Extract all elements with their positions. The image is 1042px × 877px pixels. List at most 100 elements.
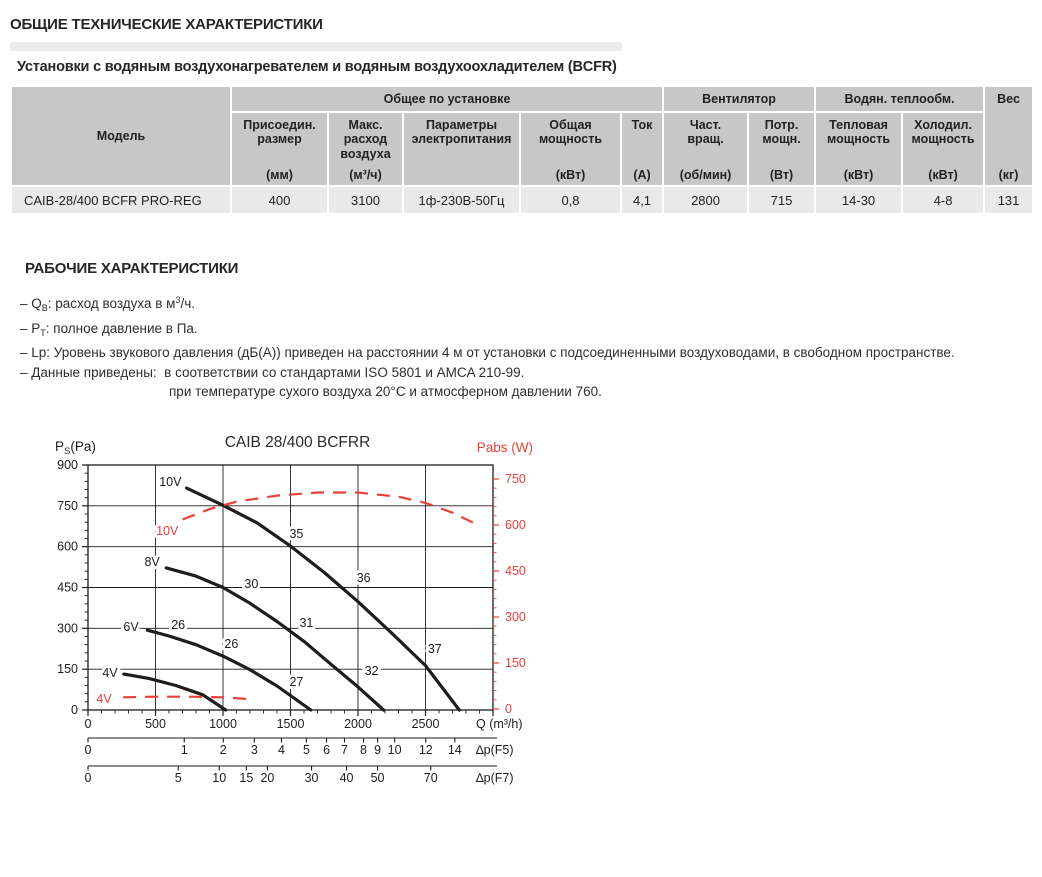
left-tick-label: 600 xyxy=(57,540,78,554)
sub-axis-tick-label: 50 xyxy=(371,771,385,785)
sub-axis-tick-label: 4 xyxy=(278,743,285,757)
sub-axis-label: ∆p(F5) xyxy=(476,743,514,757)
noise-label: 27 xyxy=(289,675,303,689)
power-curve-10v xyxy=(182,491,474,524)
right-tick-label: 450 xyxy=(505,564,526,578)
sub-axis-tick-label: 9 xyxy=(374,743,381,757)
sub-axis-tick-label: 14 xyxy=(448,743,462,757)
note-line: – QВ: расход воздуха в м3/ч. xyxy=(20,295,196,313)
cell-current: 4,1 xyxy=(622,187,663,213)
note-line: – Lp: Уровень звукового давления (дБ(А))… xyxy=(20,345,955,360)
performance-section-title: РАБОЧИЕ ХАРАКТЕРИСТИКИ xyxy=(25,260,239,277)
cell-max-airflow: 3100 xyxy=(329,187,402,213)
sub-axis-tick-label: 0 xyxy=(85,743,92,757)
x-tick-label: 1000 xyxy=(209,717,237,731)
col-header-connection-size: Присоедин. размер (мм) xyxy=(232,113,327,185)
speed-label-4v: 4V xyxy=(96,692,112,706)
left-axis-label: PS(Pa) xyxy=(55,439,96,457)
speed-label-10v: 10V xyxy=(156,524,179,538)
pressure-curve-4v xyxy=(122,672,228,712)
chart-title: CAIB 28/400 BCFRR xyxy=(225,434,371,451)
right-axis-label: Pabs (W) xyxy=(477,440,533,455)
right-tick-label: 150 xyxy=(505,656,526,670)
pressure-curve-6v xyxy=(145,628,313,712)
speed-label-8v: 8V xyxy=(144,555,160,569)
noise-label: 37 xyxy=(428,642,442,656)
speed-label-6v: 6V xyxy=(123,620,139,634)
col-header-weight: Вес (кг) xyxy=(985,87,1033,185)
performance-notes: – QВ: расход воздуха в м3/ч. – PТ: полное… xyxy=(20,291,1030,402)
noise-label: 37 xyxy=(428,642,442,656)
sub-axis-tick-label: 3 xyxy=(251,743,258,757)
pressure-curve-8v xyxy=(164,566,386,712)
x-tick-label: 1500 xyxy=(277,717,305,731)
left-tick-label: 0 xyxy=(71,703,78,717)
col-header-consumed-power: Потр. мощн. (Вт) xyxy=(749,113,815,185)
left-tick-label: 750 xyxy=(57,499,78,513)
sub-axis-tick-label: 8 xyxy=(360,743,367,757)
speed-label-6v: 6V xyxy=(123,620,139,634)
cell-power-supply: 1ф-230В-50Гц xyxy=(404,187,519,213)
speed-label-10v: 10V xyxy=(159,475,182,489)
x-tick-label: 0 xyxy=(85,717,92,731)
note-line: – PТ: полное давление в Па. xyxy=(20,320,198,338)
col-header-max-airflow: Макс. расход воздуха (м³/ч) xyxy=(329,113,402,185)
noise-label: 26 xyxy=(224,637,238,651)
cell-model: CAIB-28/400 BCFR PRO-REG xyxy=(12,187,230,213)
x-axis-label: Q (m³/h) xyxy=(476,717,523,731)
right-tick-label: 600 xyxy=(505,518,526,532)
col-header-current: Ток (А) xyxy=(622,113,663,185)
sub-axis-tick-label: 12 xyxy=(419,743,433,757)
sub-axis-tick-label: 70 xyxy=(424,771,438,785)
table-section-subtitle: Установки с водяным воздухонагревателем … xyxy=(17,59,617,75)
left-tick-label: 150 xyxy=(57,662,78,676)
performance-chart: 0 500 1000 1500 2000 2500 Q (m³/h) 0 150 300 450 60… xyxy=(30,425,550,805)
noise-label: 36 xyxy=(357,571,371,585)
sub-axis-label: ∆p(F7) xyxy=(476,771,514,785)
x-tick-label: 2500 xyxy=(412,717,440,731)
noise-label: 26 xyxy=(171,618,185,632)
sub-axis-tick-label: 0 xyxy=(85,771,92,785)
noise-label: 32 xyxy=(365,664,379,678)
sub-axis-tick-label: 5 xyxy=(303,743,310,757)
page-title: ОБЩИЕ ТЕХНИЧЕСКИЕ ХАРАКТЕРИСТИКИ xyxy=(10,16,323,33)
sub-axis-tick-label: 6 xyxy=(323,743,330,757)
spec-table: Модель Общее по установке Вентилятор Вод… xyxy=(10,85,1034,215)
noise-label: 35 xyxy=(289,527,303,541)
sub-axis-tick-label: 30 xyxy=(305,771,319,785)
sub-axis-tick-label: 40 xyxy=(340,771,354,785)
sub-axis-tick-label: 10 xyxy=(212,771,226,785)
fan-curve-chart: 0 500 1000 1500 2000 2500 Q (m³/h)015030045060… xyxy=(55,434,533,785)
speed-label-10v: 10V xyxy=(156,524,179,538)
col-header-rotation-speed: Част. вращ. (об/мин) xyxy=(664,113,748,185)
group-header-water-exchanger: Водян. теплообм. xyxy=(816,87,984,111)
noise-label: 31 xyxy=(299,616,313,630)
right-tick-label: 300 xyxy=(505,610,526,624)
left-tick-label: 900 xyxy=(57,458,78,472)
sub-axis-tick-label: 10 xyxy=(388,743,402,757)
speed-label-10v: 10V xyxy=(159,475,182,489)
sub-axis-tick-label: 15 xyxy=(239,771,253,785)
pressure-curve-10v xyxy=(185,486,461,712)
note-line: при температуре сухого воздуха 20°C и ат… xyxy=(169,384,602,399)
col-header-cooling-capacity: Холодил. мощность (кВт) xyxy=(903,113,984,185)
sub-axis-tick-label: 5 xyxy=(175,771,182,785)
sub-axis-tick-label: 1 xyxy=(181,743,188,757)
x-tick-label: 500 xyxy=(145,717,166,731)
noise-label: 30 xyxy=(244,577,258,591)
speed-label-4v: 4V xyxy=(96,692,112,706)
noise-label: 27 xyxy=(289,675,303,689)
col-header-power-supply: Параметры электропитания xyxy=(404,113,519,185)
sub-axis-tick-label: 7 xyxy=(341,743,348,757)
noise-label: 35 xyxy=(289,527,303,541)
left-tick-label: 300 xyxy=(57,621,78,635)
cell-total-power: 0,8 xyxy=(521,187,620,213)
cell-consumed-power: 715 xyxy=(749,187,815,213)
speed-label-4v: 4V xyxy=(102,666,118,680)
weight-unit: (кг) xyxy=(998,167,1019,182)
cell-connection-size: 400 xyxy=(232,187,327,213)
noise-label: 31 xyxy=(299,616,313,630)
speed-label-8v: 8V xyxy=(144,555,160,569)
noise-label: 32 xyxy=(365,664,379,678)
